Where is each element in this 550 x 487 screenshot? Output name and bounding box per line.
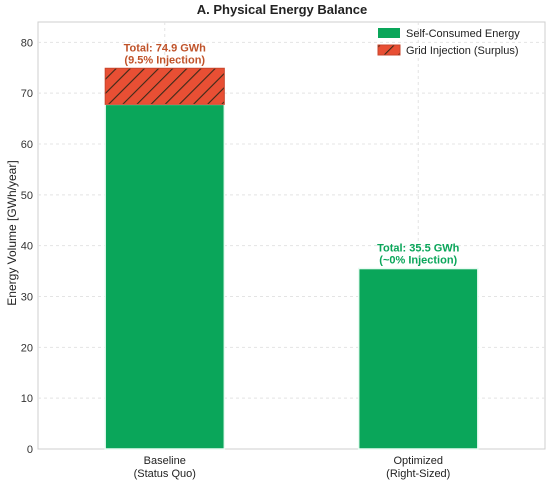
y-tick-label: 80: [21, 37, 33, 49]
legend-swatch-self-consumed: [378, 28, 400, 38]
injection-annotation: (~0% Injection): [379, 255, 457, 267]
legend-label: Self-Consumed Energy: [406, 28, 520, 40]
x-tick-label: Optimized (Right-Sized): [386, 455, 450, 480]
y-tick-label: 10: [21, 393, 33, 405]
y-tick-label: 30: [21, 292, 33, 304]
total-annotation: Total: 74.9 GWh: [124, 42, 207, 54]
bar-grid-injection: [104, 67, 225, 105]
legend-swatch-grid-injection: [377, 44, 401, 56]
y-tick-label: 0: [27, 444, 33, 456]
y-tick-label: 70: [21, 88, 33, 100]
y-tick-label: 50: [21, 190, 33, 202]
x-tick-label: Baseline (Status Quo): [134, 455, 196, 480]
y-tick-label: 60: [21, 139, 33, 151]
chart-title: A. Physical Energy Balance: [197, 2, 368, 17]
y-tick-label: 20: [21, 342, 33, 354]
total-annotation: Total: 35.5 GWh: [377, 243, 460, 255]
bar-self-consumed: [104, 103, 226, 450]
injection-annotation: (9.5% Injection): [124, 54, 205, 66]
y-tick-label: 40: [21, 241, 33, 253]
bar-self-consumed: [357, 267, 479, 450]
legend-label: Grid Injection (Surplus): [406, 45, 519, 57]
y-axis-label: Energy Volume [GWh/year]: [5, 160, 19, 305]
